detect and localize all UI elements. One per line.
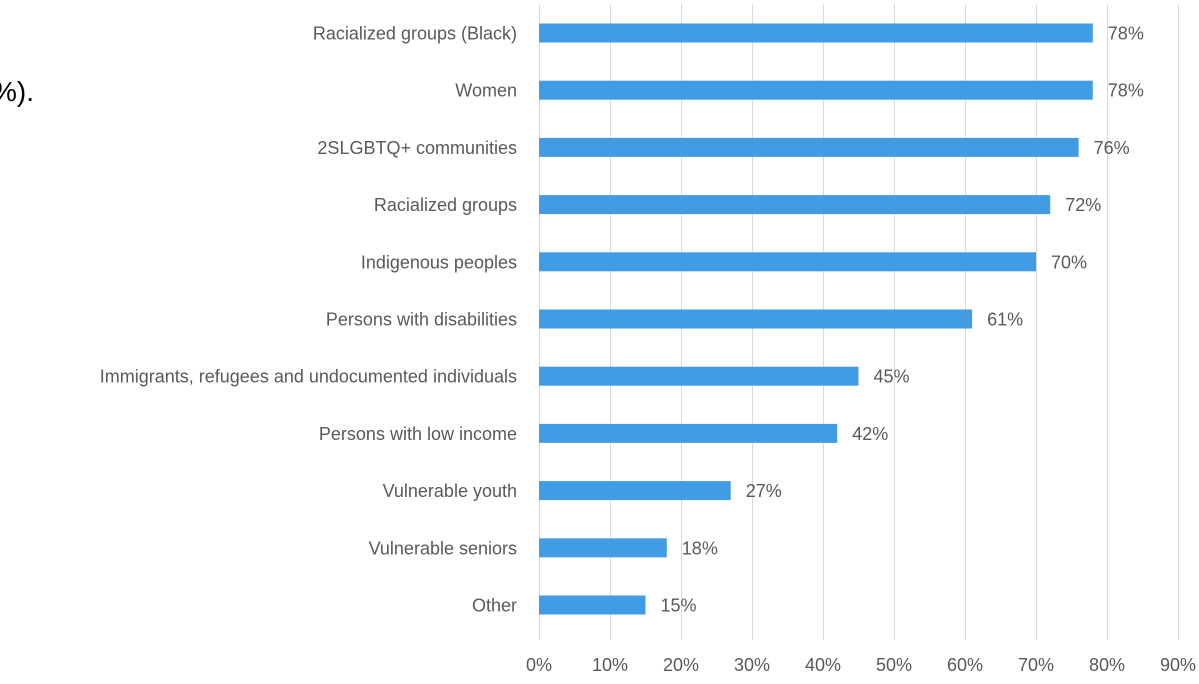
category-label: Racialized groups (Black) <box>313 24 517 44</box>
category-label: Other <box>472 596 517 616</box>
category-label: Immigrants, refugees and undocumented in… <box>100 367 517 387</box>
bar <box>539 481 731 501</box>
data-label: 70% <box>1051 252 1087 272</box>
category-label: Women <box>455 81 517 101</box>
x-tick-label: 0% <box>526 655 552 675</box>
bar <box>539 80 1093 100</box>
x-tick-label: 40% <box>805 655 841 675</box>
x-tick-label: 90% <box>1160 655 1196 675</box>
clipped-caption-text: %). <box>0 76 34 107</box>
data-label: 15% <box>661 596 697 616</box>
category-label: Vulnerable seniors <box>369 538 517 558</box>
x-tick-label: 60% <box>947 655 983 675</box>
data-label: 78% <box>1108 81 1144 101</box>
category-label: 2SLGBTQ+ communities <box>317 138 517 158</box>
category-label: Persons with low income <box>319 424 517 444</box>
data-label: 42% <box>852 424 888 444</box>
bar <box>539 538 667 558</box>
x-tick-label: 30% <box>734 655 770 675</box>
data-label: 61% <box>987 310 1023 330</box>
bars <box>539 23 1093 615</box>
category-label: Persons with disabilities <box>326 310 517 330</box>
category-label: Indigenous peoples <box>361 252 517 272</box>
bar <box>539 309 973 329</box>
x-tick-label: 20% <box>663 655 699 675</box>
bar <box>539 23 1093 43</box>
bar <box>539 366 859 386</box>
x-tick-label: 10% <box>592 655 628 675</box>
data-label: 76% <box>1094 138 1130 158</box>
data-label: 18% <box>682 538 718 558</box>
data-label: 27% <box>746 481 782 501</box>
bar <box>539 195 1051 215</box>
data-labels: 78% 78% 76% 72% 70% 61% 45% 42% 27% 18% 15% <box>661 24 1144 616</box>
data-label: 72% <box>1065 195 1101 215</box>
data-label: 45% <box>874 367 910 387</box>
category-label: Vulnerable youth <box>383 481 517 501</box>
bar <box>539 137 1079 157</box>
x-tick-label: 70% <box>1018 655 1054 675</box>
category-label: Racialized groups <box>374 195 517 215</box>
x-axis-tick-labels: 0% 10% 20% 30% 40% 50% 60% 70% 80% 90% <box>526 655 1196 675</box>
data-label: 78% <box>1108 24 1144 44</box>
bar <box>539 423 838 443</box>
bar <box>539 595 646 615</box>
bar <box>539 252 1036 272</box>
x-tick-label: 80% <box>1089 655 1125 675</box>
category-labels: Racialized groups (Black) Women 2SLGBTQ+ c… <box>100 24 517 616</box>
x-tick-label: 50% <box>876 655 912 675</box>
